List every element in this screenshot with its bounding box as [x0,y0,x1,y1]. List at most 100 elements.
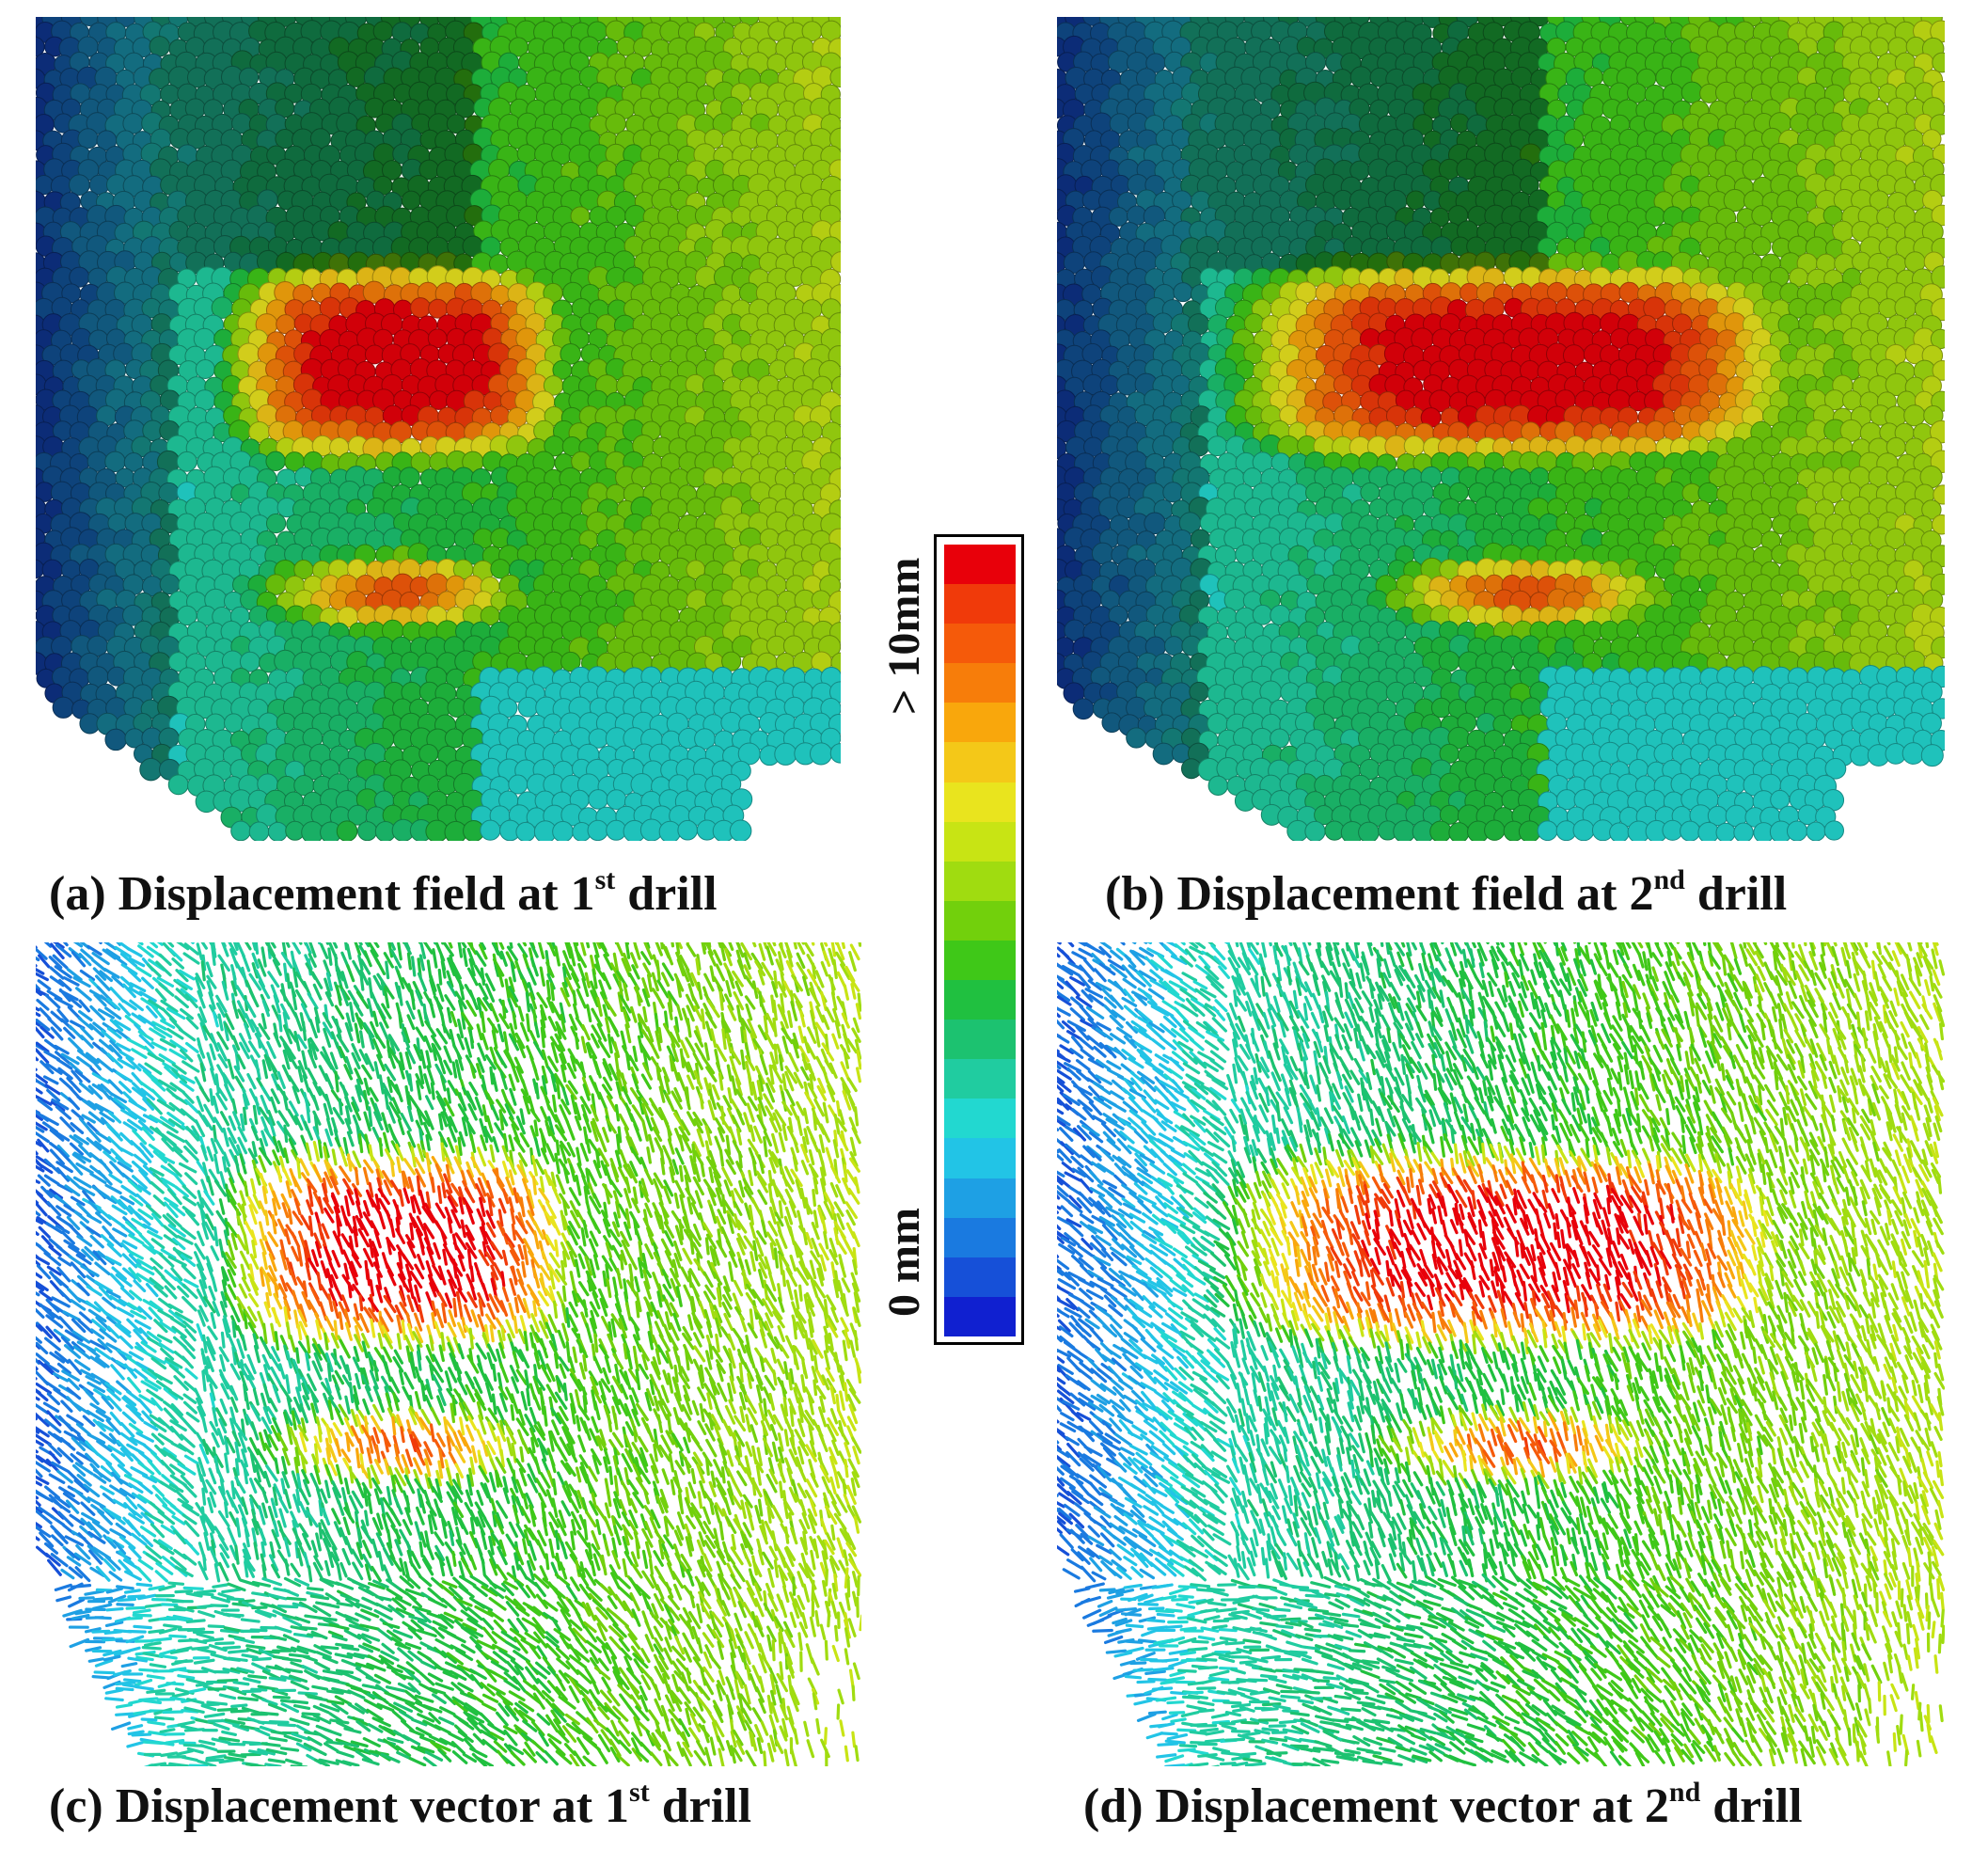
particle [1922,189,1943,211]
particle [1126,727,1147,749]
particle [1697,482,1719,504]
particle [720,711,743,734]
particle [1930,328,1945,350]
panel-a-displacement-field-1st-drill [36,17,841,841]
particle [686,498,706,518]
particle [1101,712,1123,734]
particle [1931,297,1945,322]
particle [1429,820,1452,841]
particle [1304,328,1326,349]
particle [1786,820,1808,841]
particle [606,819,627,841]
panel-b-displacement-field-2nd-drill [1057,17,1945,841]
particle [560,343,582,365]
particle [1680,81,1703,103]
particle [809,742,833,766]
particle [480,819,501,841]
caption-b-suffix: drill [1684,867,1788,921]
caption-a-suffix: drill [615,867,718,921]
particle [1304,820,1326,841]
particle [1519,175,1539,196]
caption-a: (a) Displacement field at 1st drill [49,866,718,921]
particle [357,821,378,841]
particle [829,404,841,426]
particle [560,651,581,672]
particle [1252,604,1273,625]
particle [830,375,841,396]
particle [1163,636,1184,656]
particle [372,328,394,350]
particle [1751,236,1772,257]
particle [588,789,608,810]
particle [139,757,163,782]
particle [1920,744,1944,767]
particle [372,21,394,41]
particle-block [1057,17,1945,841]
particle [677,819,699,841]
caption-b: (b) Displacement field at 2nd drill [1105,866,1788,921]
particle [517,696,539,718]
particle [1733,822,1754,841]
particle [364,344,385,365]
particle [435,528,456,549]
particle [1072,698,1095,720]
particle-field-image [36,17,841,841]
particle [149,36,170,57]
particle [829,743,841,764]
particle [104,728,127,751]
caption-a-text: (a) Displacement field at 1 [49,867,595,921]
particle [828,681,841,704]
particle [497,698,518,719]
particle [774,742,797,766]
particle [444,728,465,749]
particle-block [36,17,841,841]
particle [265,513,287,534]
particle [1162,482,1184,503]
particle [1680,820,1701,841]
particle [159,574,181,595]
particle [1173,282,1193,303]
particle [1742,159,1764,181]
particle [1383,342,1408,366]
particle [52,696,74,719]
panel-c-displacement-vector-1st-drill [36,942,861,1766]
particle [230,820,251,841]
particle [1931,514,1945,535]
particle [410,297,432,319]
particle [1697,821,1720,841]
particle [1450,113,1470,134]
particle [1207,435,1228,457]
particle [820,727,841,749]
particle [721,651,742,672]
particle [1920,712,1942,735]
particle-field-image [1057,17,1945,841]
particle [1609,822,1630,841]
caption-b-text: (b) Displacement field at 2 [1105,867,1654,921]
particle [267,821,288,841]
particle [1207,775,1228,797]
particle [77,128,99,150]
particle [336,820,358,841]
particle [1742,528,1763,549]
particle [1933,484,1945,505]
particle [1901,742,1925,765]
particle [1662,819,1683,841]
particle [552,820,574,841]
particle [1921,681,1943,704]
particle [587,819,608,841]
caption-a-superscript: st [594,864,616,895]
particle [1518,820,1541,841]
particle [658,820,682,841]
particle [1572,819,1595,841]
particle [829,67,841,88]
particle [265,451,286,472]
particle [1931,265,1945,289]
particle [1931,636,1945,659]
particle [224,713,244,734]
particle [515,821,536,841]
particle [1832,220,1854,243]
particle [1715,822,1736,841]
particle [1393,819,1416,841]
particle [1823,820,1844,841]
particle [195,358,215,379]
